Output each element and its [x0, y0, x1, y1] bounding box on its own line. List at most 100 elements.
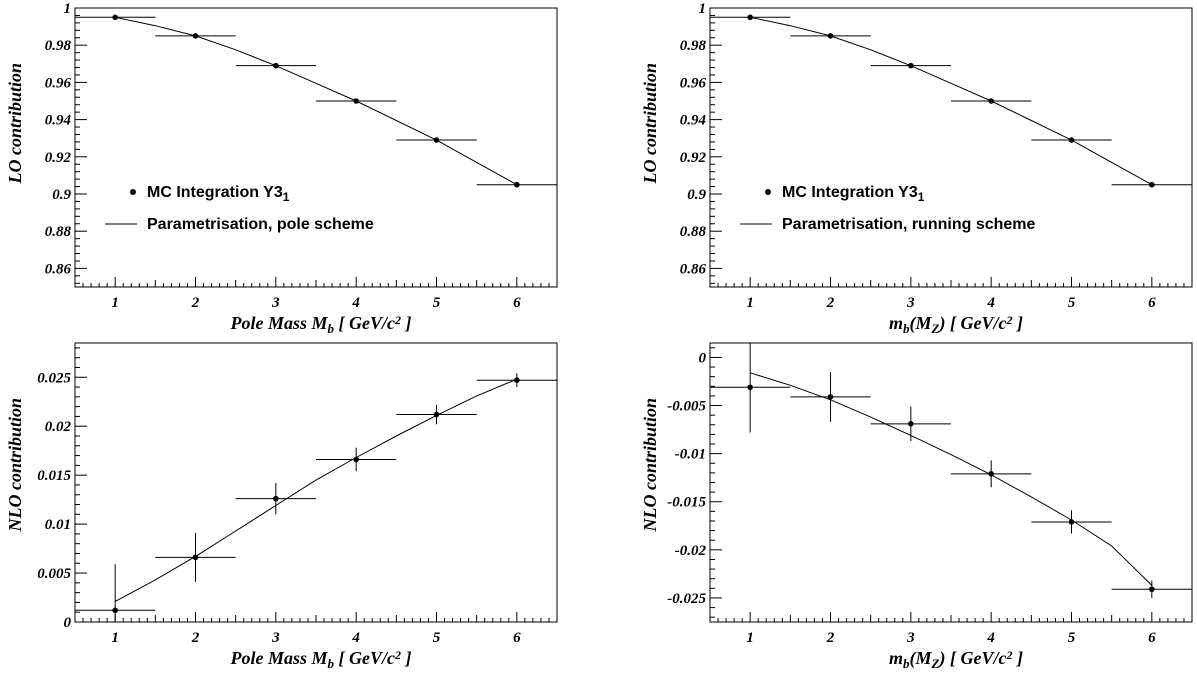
x-axis-title-part: (M	[910, 313, 933, 334]
data-point	[1111, 580, 1192, 598]
x-tick-label: 1	[746, 295, 754, 311]
x-tick-label: 6	[1148, 295, 1156, 311]
legend-label-subscript: 1	[918, 190, 925, 204]
data-marker	[908, 421, 914, 427]
plot-frame	[709, 7, 1193, 288]
data-marker	[1149, 181, 1155, 188]
x-axis-title-part: [ GeV/c	[334, 313, 395, 333]
x-axis-title-subscript: b	[328, 656, 335, 671]
x-axis-title: Pole Mass Mb [ GeV/c2 ]	[230, 313, 412, 336]
data-point	[235, 62, 316, 69]
x-axis-title-part: ]	[1012, 648, 1023, 668]
y-tick-label: 0.86	[680, 261, 707, 277]
data-point	[396, 404, 477, 425]
x-axis-title-part: ]	[401, 313, 412, 333]
data-marker	[192, 554, 199, 561]
data-marker	[514, 181, 520, 188]
data-marker	[273, 62, 279, 69]
y-tick-label: 0.98	[45, 38, 72, 54]
data-point	[75, 564, 156, 622]
x-tick-label: 2	[191, 630, 200, 646]
y-tick-label: -0.015	[667, 495, 706, 511]
x-axis-title-part: ]	[1012, 313, 1023, 333]
legend-label-part: MC Integration Y3	[147, 184, 283, 201]
x-tick-label: 4	[351, 630, 360, 646]
legend-marker	[765, 189, 771, 195]
y-axis-title: NLO contribution	[640, 398, 660, 533]
data-point	[235, 482, 316, 515]
data-marker	[112, 14, 118, 21]
data-marker	[827, 394, 834, 400]
legend-marker	[130, 189, 136, 195]
x-axis-title-part: (M	[910, 648, 933, 669]
x-axis-title-subscript: b	[903, 656, 910, 671]
x-tick-label: 6	[513, 295, 521, 311]
x-axis-title-superscript: 2	[394, 648, 401, 662]
data-marker	[112, 607, 118, 614]
legend-label-part: MC Integration Y3	[782, 184, 918, 201]
data-marker	[514, 377, 520, 384]
y-tick-label: 0.88	[45, 224, 72, 240]
y-tick-label: 0.92	[45, 150, 72, 166]
data-marker	[1068, 519, 1075, 525]
x-axis-title-part: ) [ GeV/c	[937, 313, 1006, 334]
data-point	[1031, 510, 1112, 534]
data-point	[396, 137, 477, 143]
data-marker	[353, 98, 359, 104]
parametrisation-curve	[115, 16, 518, 186]
data-point	[790, 371, 871, 422]
x-tick-label: 5	[433, 295, 441, 311]
y-tick-label: 0	[699, 350, 707, 366]
x-tick-label: 5	[433, 630, 441, 646]
y-tick-label: 0.96	[680, 75, 707, 91]
x-tick-label: 2	[191, 295, 200, 311]
y-tick-label: 0.9	[52, 187, 71, 203]
y-tick-label: 0.86	[45, 261, 72, 277]
x-axis-title-part: Pole Mass M	[230, 648, 329, 668]
panel-top-right: 1 2 3 4 5 6 0.86 0.88 0.9 0.92 0.94 0.96 0.98 1 mb(MZ)…	[640, 1, 1193, 336]
legend-marker-label: MC Integration Y31	[147, 184, 290, 204]
y-tick-label: 0.005	[37, 566, 71, 582]
data-marker	[747, 14, 753, 21]
y-tick-label: 0.96	[45, 75, 72, 91]
x-tick-label: 4	[351, 295, 360, 311]
y-tick-label: 0.015	[37, 468, 71, 484]
data-point	[870, 62, 951, 69]
x-axis-title-superscript: 2	[1005, 313, 1012, 327]
x-axis-title-part: m	[889, 313, 903, 333]
x-tick-label: 5	[1068, 630, 1076, 646]
data-point	[1111, 181, 1192, 188]
x-axis-title-part: ]	[401, 648, 412, 668]
x-axis-title: Pole Mass Mb [ GeV/c2 ]	[230, 648, 412, 671]
x-axis-title-subscript: Z	[931, 656, 940, 671]
y-tick-label: 0.02	[45, 419, 72, 435]
x-tick-label: 3	[271, 630, 280, 646]
data-point	[951, 98, 1032, 104]
data-marker	[1149, 586, 1155, 593]
plot-frame	[709, 342, 1193, 623]
y-tick-label: -0.02	[675, 543, 707, 559]
y-tick-label: 1	[699, 1, 707, 17]
data-point	[790, 33, 871, 39]
x-tick-label: 6	[1148, 630, 1156, 646]
y-tick-label: -0.025	[667, 591, 706, 607]
legend: MC Integration Y31 Parametrisation, runni…	[740, 184, 1036, 233]
y-tick-label: 0.98	[680, 38, 707, 54]
x-tick-label: 4	[986, 630, 995, 646]
x-axis-title-superscript: 2	[394, 313, 401, 327]
x-tick-label: 6	[513, 630, 521, 646]
x-tick-label: 1	[111, 295, 119, 311]
data-marker	[827, 33, 834, 39]
x-axis-title-part: ) [ GeV/c	[937, 648, 1006, 669]
plot-frame	[74, 342, 558, 623]
data-marker	[908, 62, 914, 69]
x-tick-label: 2	[826, 295, 835, 311]
x-tick-label: 5	[1068, 295, 1076, 311]
y-axis-title: LO contribution	[640, 63, 660, 185]
parametrisation-curve	[114, 378, 517, 602]
data-marker	[988, 471, 994, 477]
parametrisation-curve	[750, 372, 1153, 586]
x-axis-title-subscript: b	[328, 321, 335, 336]
x-axis-title-subscript: b	[903, 321, 910, 336]
